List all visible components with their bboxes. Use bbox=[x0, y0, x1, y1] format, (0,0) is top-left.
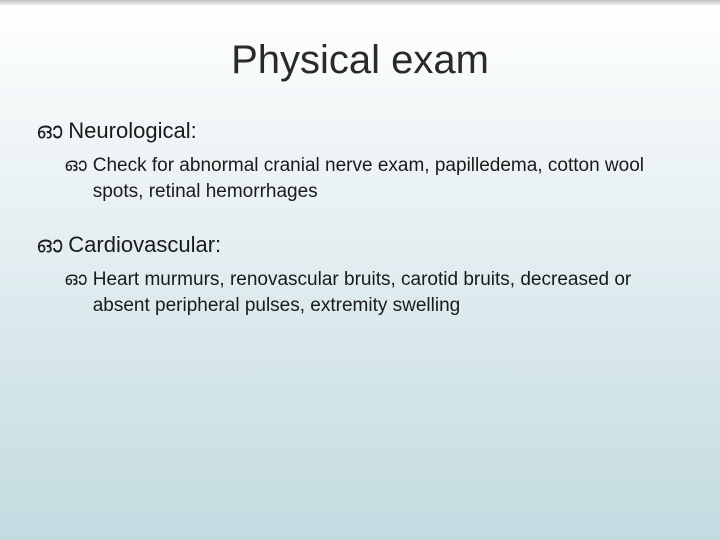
slide-body: Physical exam ഓ Neurological: ഓ Check fo… bbox=[0, 0, 720, 319]
flourish-bullet-icon: ഓ bbox=[36, 117, 62, 145]
flourish-bullet-icon: ഓ bbox=[36, 231, 62, 259]
slide-title: Physical exam bbox=[36, 38, 684, 83]
bullet-level1: ഓ Neurological: bbox=[36, 117, 684, 145]
bullet-level2: ഓ Heart murmurs, renovascular bruits, ca… bbox=[36, 267, 684, 319]
section-detail: Heart murmurs, renovascular bruits, caro… bbox=[93, 267, 673, 319]
bullet-level1: ഓ Cardiovascular: bbox=[36, 231, 684, 259]
flourish-bullet-icon: ഓ bbox=[64, 267, 87, 293]
section-neurological: ഓ Neurological: ഓ Check for abnormal cra… bbox=[36, 117, 684, 205]
section-heading: Cardiovascular: bbox=[68, 231, 221, 259]
section-heading: Neurological: bbox=[68, 117, 196, 145]
section-cardiovascular: ഓ Cardiovascular: ഓ Heart murmurs, renov… bbox=[36, 231, 684, 319]
flourish-bullet-icon: ഓ bbox=[64, 153, 87, 179]
top-shadow bbox=[0, 0, 720, 6]
section-detail: Check for abnormal cranial nerve exam, p… bbox=[93, 153, 673, 205]
bullet-level2: ഓ Check for abnormal cranial nerve exam,… bbox=[36, 153, 684, 205]
